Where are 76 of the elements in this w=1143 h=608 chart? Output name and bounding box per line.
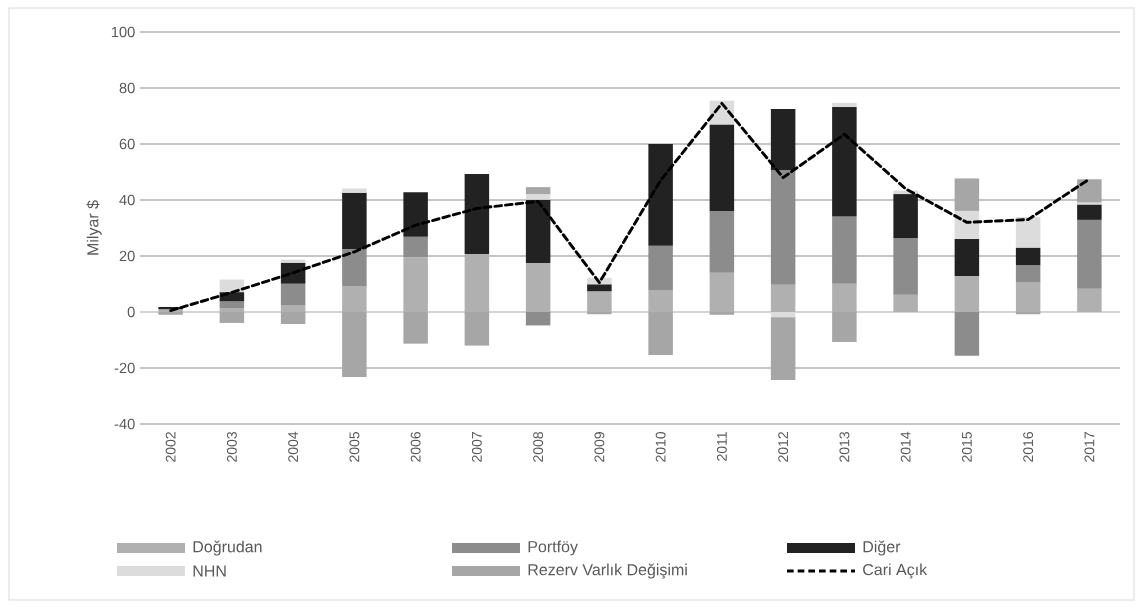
bar — [770, 284, 796, 312]
bar — [280, 259, 306, 263]
bar — [342, 188, 367, 193]
bar — [832, 102, 857, 108]
x-tick-label: 2005 — [349, 431, 360, 462]
y-tick-label: 60 — [119, 138, 135, 150]
bar — [525, 199, 551, 263]
x-tick-label: 2008 — [533, 432, 544, 462]
x-tick-label: 2017 — [1084, 432, 1095, 462]
bar — [1015, 282, 1041, 312]
x-tick-label: 2003 — [226, 432, 237, 462]
bar — [525, 187, 551, 195]
bar — [770, 170, 796, 285]
bar — [525, 312, 551, 326]
bar — [280, 283, 306, 306]
bar — [1077, 288, 1102, 312]
bar — [525, 263, 551, 312]
bar — [342, 249, 367, 287]
bar — [464, 173, 490, 255]
bar — [770, 317, 796, 381]
bar — [219, 301, 245, 309]
bar — [1077, 179, 1102, 203]
y-tick-label: 100 — [111, 26, 135, 38]
bar — [954, 238, 980, 276]
x-tick-label: 2014 — [900, 431, 911, 462]
bar — [954, 312, 980, 356]
x-tick-label: 2004 — [288, 431, 299, 462]
bar — [893, 194, 918, 239]
x-tick-label: 2013 — [839, 432, 850, 462]
x-tick-label: 2016 — [1023, 432, 1034, 462]
bar — [893, 294, 918, 312]
bar — [893, 238, 918, 295]
bar — [648, 245, 673, 291]
y-tick-label: -40 — [114, 418, 135, 430]
bar — [832, 107, 857, 217]
legend-label: Doğrudan — [193, 540, 262, 556]
x-tick-label: 2006 — [410, 432, 421, 462]
bar — [832, 216, 857, 284]
bar — [709, 272, 735, 312]
x-tick-label: 2010 — [655, 431, 666, 462]
bar — [954, 275, 980, 312]
bar — [587, 284, 612, 292]
y-tick-label: -20 — [114, 362, 135, 374]
x-tick-label: 2007 — [471, 432, 482, 462]
x-tick-label: 2009 — [594, 432, 605, 462]
bar — [954, 178, 980, 211]
legend-label: NHN — [193, 565, 226, 577]
y-tick-label: 0 — [127, 306, 135, 318]
bar — [403, 192, 428, 237]
bar — [342, 192, 367, 249]
y-tick-label: 40 — [119, 194, 135, 206]
x-tick-label: 2002 — [165, 432, 176, 462]
bar — [587, 291, 612, 312]
bar — [709, 124, 735, 211]
bar — [219, 312, 245, 323]
legend-label: Portföy — [528, 540, 578, 556]
bar — [525, 194, 551, 200]
x-tick-label: 2011 — [716, 432, 727, 461]
legend-label: Diğer — [863, 540, 901, 556]
y-axis-title: Milyar $ — [86, 200, 102, 255]
legend-label: Cari Açık — [863, 563, 928, 579]
x-tick-label: 2012 — [778, 432, 789, 462]
bar — [1015, 265, 1041, 283]
x-tick-label: 2015 — [961, 431, 972, 462]
y-tick-label: 80 — [119, 82, 135, 94]
bar — [1015, 217, 1041, 248]
line-series — [169, 101, 1091, 313]
y-tick-label: 20 — [119, 250, 135, 262]
legend-label: Rezerv Varlık Değişimi — [528, 563, 687, 579]
bar — [1077, 204, 1102, 220]
bar — [770, 109, 796, 171]
bar — [709, 210, 735, 273]
bar — [403, 236, 428, 258]
bar — [1077, 219, 1102, 289]
bar — [648, 144, 673, 246]
bar — [1015, 247, 1041, 266]
